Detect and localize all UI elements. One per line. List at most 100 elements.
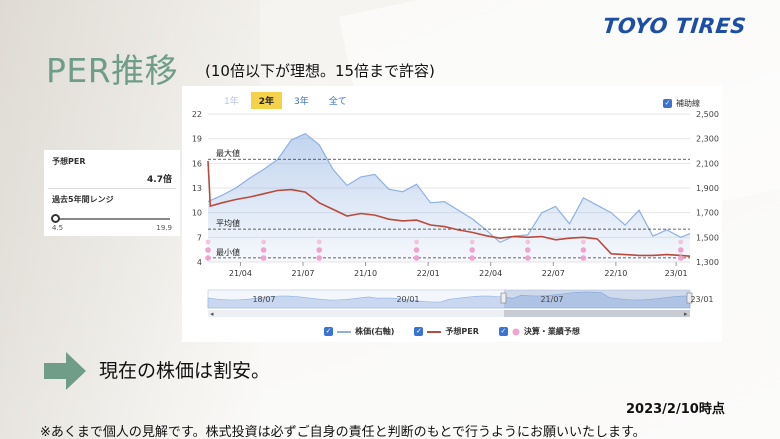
event-marker bbox=[316, 239, 322, 245]
checkbox-icon: ✓ bbox=[498, 327, 508, 336]
event-marker bbox=[260, 255, 267, 261]
x-tick-label: 23/01 bbox=[665, 269, 688, 278]
tab-2y[interactable]: 2年 bbox=[250, 92, 282, 109]
event-marker bbox=[205, 255, 211, 261]
line-icon bbox=[427, 330, 442, 333]
navigator-label: 21/07 bbox=[540, 295, 563, 304]
navigator-label: 20/01 bbox=[396, 295, 419, 304]
chart-legend: ✓ 株価(右軸) ✓ 予想PER ✓ 決算・業績予想 bbox=[182, 326, 722, 337]
checkbox-icon: ✓ bbox=[663, 99, 672, 108]
range-knob bbox=[51, 214, 61, 223]
x-tick-label: 21/07 bbox=[291, 269, 314, 278]
reference-line-label: 最大値 bbox=[216, 148, 240, 158]
event-marker bbox=[261, 239, 267, 245]
divider bbox=[48, 188, 176, 189]
scroll-right-icon: ▸ bbox=[684, 310, 688, 318]
y-right-tick-label: 2,300 bbox=[696, 135, 719, 144]
disclaimer: ※あくまで個人の見解です。株式投資は必ずご自身の責任と判断のもとで行うようにお願… bbox=[40, 425, 646, 439]
event-marker bbox=[260, 247, 267, 253]
legend-item-events[interactable]: ✓ 決算・業績予想 bbox=[498, 326, 580, 337]
tab-3y[interactable]: 3年 bbox=[294, 97, 309, 107]
range-min: 4.5 bbox=[52, 224, 64, 232]
event-marker bbox=[469, 239, 475, 245]
scrollbar-track bbox=[208, 310, 690, 317]
navigator-series bbox=[207, 291, 691, 309]
reference-line-label: 最小値 bbox=[216, 247, 240, 257]
x-tick-label: 21/04 bbox=[229, 269, 252, 278]
event-marker bbox=[525, 239, 531, 245]
event-marker bbox=[524, 255, 531, 261]
x-tick-label: 22/04 bbox=[479, 269, 502, 278]
event-marker bbox=[413, 255, 420, 261]
y-right-tick-label: 1,500 bbox=[696, 233, 719, 242]
y-right-tick-label: 1,900 bbox=[696, 184, 719, 193]
x-tick-label: 22/07 bbox=[542, 269, 565, 278]
brand-logo: TOYO TIRES bbox=[601, 14, 748, 38]
price-area bbox=[208, 133, 690, 262]
event-marker bbox=[205, 239, 211, 245]
event-marker bbox=[580, 247, 587, 253]
event-marker bbox=[413, 247, 420, 253]
scroll-left-icon: ◂ bbox=[210, 310, 214, 318]
event-marker bbox=[580, 255, 587, 261]
legend-item-price[interactable]: ✓ 株価(右軸) bbox=[324, 326, 394, 337]
range-track bbox=[54, 218, 170, 220]
y-left-tick-label: 13 bbox=[192, 184, 202, 193]
dot-icon bbox=[512, 328, 520, 335]
per-chart: 4 7 10 13 16 19 22 1,300 1,500 1,700 1,900 2,100 2,3… bbox=[192, 110, 719, 318]
y-left-tick-label: 7 bbox=[197, 233, 202, 242]
page-title: PER推移 bbox=[46, 51, 179, 90]
navigator-selection bbox=[504, 290, 690, 308]
period-tabs: 1年 2年 3年 全て bbox=[216, 92, 359, 109]
event-marker bbox=[678, 239, 684, 245]
range-label: 過去5年間レンジ bbox=[52, 195, 114, 204]
y-left-tick-label: 4 bbox=[197, 258, 202, 267]
event-marker bbox=[524, 247, 531, 253]
y-left-tick-label: 16 bbox=[192, 159, 202, 168]
aux-lines-label: 補助線 bbox=[676, 99, 700, 108]
price-line bbox=[207, 133, 691, 244]
x-tick-label: 22/10 bbox=[604, 269, 627, 278]
forecast-per-value: 4.7倍 bbox=[147, 175, 172, 185]
event-marker bbox=[469, 255, 475, 261]
legend-label: 株価(右軸) bbox=[355, 327, 395, 336]
event-marker bbox=[316, 247, 323, 253]
event-marker bbox=[414, 239, 419, 245]
timestamp: 2023/2/10時点 bbox=[626, 402, 725, 417]
legend-label: 決算・業績予想 bbox=[523, 327, 580, 336]
y-left-tick-label: 19 bbox=[192, 135, 202, 144]
x-tick-label: 21/10 bbox=[354, 269, 377, 278]
y-left-tick-label: 10 bbox=[192, 209, 202, 218]
x-tick-label: 22/01 bbox=[417, 269, 440, 278]
checkbox-icon: ✓ bbox=[324, 327, 334, 336]
event-marker bbox=[316, 255, 323, 261]
per-line bbox=[207, 160, 691, 257]
y-right-tick-label: 2,100 bbox=[696, 159, 719, 168]
per-summary-panel: 予想PER 4.7倍 過去5年間レンジ 4.5 19.9 bbox=[44, 150, 180, 236]
y-left-tick-label: 22 bbox=[192, 110, 202, 119]
line-icon bbox=[337, 330, 352, 333]
per-chart-card: 1年 2年 3年 全て ✓ 補助線 4 7 10 13 16 19 22 1,300 1,500… bbox=[182, 86, 722, 342]
y-right-tick-label: 2,500 bbox=[696, 110, 719, 119]
navigator-label: 23/01 bbox=[690, 295, 713, 304]
event-marker bbox=[469, 247, 475, 253]
navigator-label: 18/07 bbox=[252, 295, 275, 304]
checkbox-icon: ✓ bbox=[414, 327, 424, 336]
event-marker bbox=[205, 247, 211, 253]
tab-all[interactable]: 全て bbox=[328, 97, 347, 107]
arrow-right-icon bbox=[44, 352, 86, 390]
range-max: 19.9 bbox=[156, 224, 172, 232]
page-subtitle: (10倍以下が理想。15倍まで許容) bbox=[205, 62, 435, 80]
legend-item-per[interactable]: ✓ 予想PER bbox=[414, 326, 479, 337]
reference-line-label: 平均値 bbox=[216, 218, 240, 228]
aux-lines-toggle[interactable]: ✓ 補助線 bbox=[663, 98, 700, 109]
event-marker bbox=[677, 255, 684, 261]
navigator-handle-right bbox=[686, 292, 693, 304]
legend-label: 予想PER bbox=[445, 327, 479, 336]
tab-1y[interactable]: 1年 bbox=[224, 97, 239, 107]
navigator-handle-left bbox=[500, 292, 507, 304]
y-right-tick-label: 1,300 bbox=[696, 258, 719, 267]
event-marker bbox=[677, 247, 684, 253]
forecast-per-label: 予想PER bbox=[52, 157, 86, 166]
event-marker bbox=[581, 239, 586, 245]
